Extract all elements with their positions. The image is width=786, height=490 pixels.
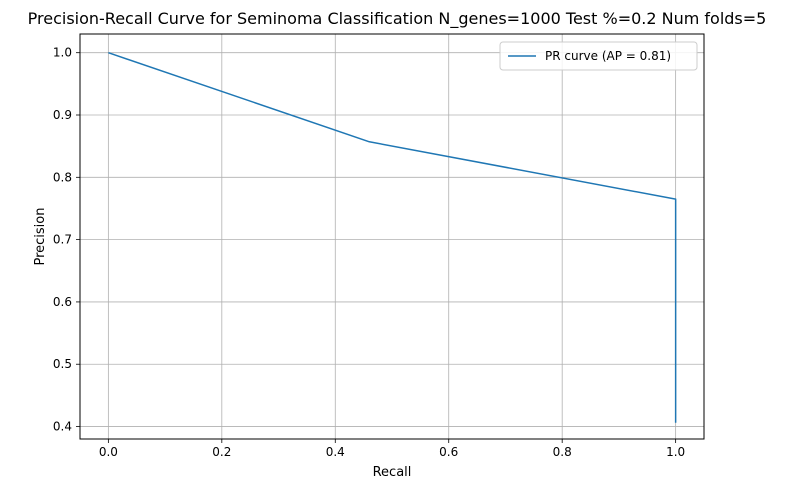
y-tick-label: 0.4 [53, 420, 72, 434]
chart-title: Precision-Recall Curve for Seminoma Clas… [28, 9, 767, 29]
y-axis: 0.4 0.5 0.6 0.7 0.8 0.9 1.0 [53, 46, 80, 434]
y-tick-label: 0.6 [53, 295, 72, 309]
x-tick-label: 1.0 [666, 445, 685, 459]
grid-layer [80, 34, 704, 439]
x-axis-label: Recall [373, 465, 412, 480]
pr-curve-line [108, 51, 677, 423]
x-tick-label: 0.8 [553, 445, 572, 459]
y-axis-label: Precision [33, 207, 48, 265]
y-tick-label: 0.7 [53, 233, 72, 247]
x-tick-label: 0.0 [99, 445, 118, 459]
y-tick-label: 0.8 [53, 170, 72, 184]
x-tick-label: 0.4 [326, 445, 345, 459]
x-tick-label: 0.2 [212, 445, 231, 459]
y-tick-label: 1.0 [53, 46, 72, 60]
y-tick-label: 0.5 [53, 357, 72, 371]
legend-series-label: PR curve (AP = 0.81) [545, 49, 671, 63]
y-tick-label: 0.9 [53, 108, 72, 122]
x-axis: 0.0 0.2 0.4 0.6 0.8 1.0 [99, 439, 685, 459]
x-tick-label: 0.6 [439, 445, 458, 459]
plot-area [79, 33, 705, 440]
legend-box [499, 41, 698, 71]
plot-frame [79, 33, 705, 440]
legend: PR curve (AP = 0.81) [499, 41, 698, 71]
